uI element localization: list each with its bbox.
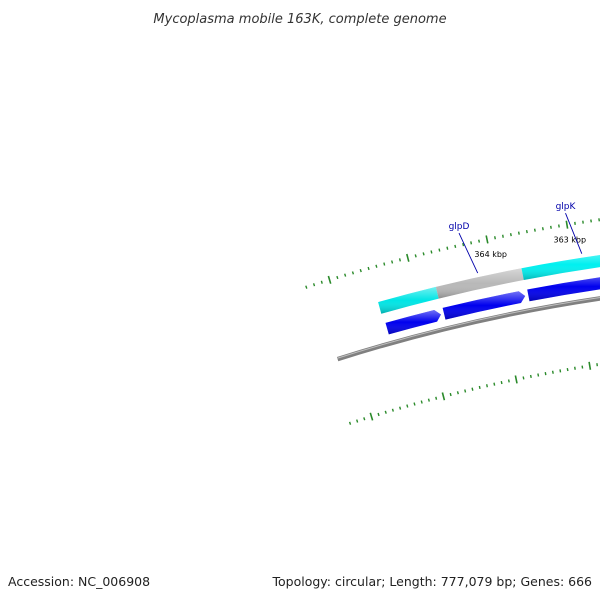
inner-major-tick [441,392,446,401]
label-layer: glpDglpKglpFglySdnaGpotErpoD [449,202,583,274]
inner-major-tick [514,375,518,384]
inner-major-tick [369,412,374,421]
gene-label-glpK: glpK [556,202,577,212]
inner-minor-tick [391,408,394,412]
outer-minor-tick [509,233,512,237]
outer-minor-tick [502,234,504,238]
outer-minor-tick [550,225,552,229]
outer-minor-tick [590,219,592,223]
inner-minor-tick [529,374,532,379]
outer-minor-tick [533,228,536,232]
outer-minor-tick [454,244,457,248]
inner-minor-tick [456,391,459,395]
genome-backbone-highlight [337,297,600,359]
inner-minor-tick [493,382,496,386]
outer-minor-tick [525,229,528,234]
outer-minor-tick [305,285,308,289]
outer-minor-tick [375,264,378,268]
tick-scale: 355 kbp356 kbp357 kbp358 kbp359 kbp360 k… [305,218,600,425]
outer-minor-tick [462,242,465,247]
inner-minor-tick [399,406,402,410]
gene-leader-line-glpD [458,232,479,274]
outer-minor-tick [438,248,441,252]
outer-minor-tick [344,273,347,277]
inner-minor-tick [435,396,438,400]
gene-label-glpD: glpD [449,222,470,232]
outer-major-tick [565,220,569,229]
inner-minor-tick [420,400,423,404]
outer-minor-tick [494,236,496,240]
outer-minor-tick [470,241,473,245]
inner-minor-tick [566,367,569,372]
inner-minor-tick [486,384,488,388]
accession-text: Accession: NC_006908 [8,574,150,589]
inner-minor-tick [537,373,540,377]
inner-minor-tick [522,376,525,380]
inner-minor-tick [574,366,576,370]
outer-minor-tick [312,283,316,287]
inner-minor-tick [581,365,584,369]
outer-minor-tick [446,246,449,250]
gene-feature-shading-glpD [435,268,524,299]
inner-minor-tick [471,387,474,391]
backbone-layer [336,296,600,362]
genome-summary-text: Topology: circular; Length: 777,079 bp; … [272,574,593,589]
cds-arrow-shading-unnamed-0 [385,310,441,335]
inner-major-tick [588,361,592,370]
genome-backbone [336,296,600,362]
cds-arrow-shading-glpD [442,291,526,320]
inner-minor-tick [348,421,352,425]
inner-minor-tick [544,371,547,376]
tick-label: 363 kbp [553,235,586,244]
outer-minor-tick [558,224,560,228]
inner-minor-tick [406,404,409,408]
inner-minor-tick [413,402,416,406]
inner-minor-tick [356,419,359,423]
outer-minor-tick [359,268,362,273]
outer-major-tick [485,235,489,244]
gene-leader-line-glpK [565,213,583,254]
outer-minor-tick [517,231,520,235]
outer-major-tick [327,275,332,284]
outer-minor-tick [398,258,401,262]
inner-minor-tick [559,369,562,373]
outer-minor-tick [391,260,394,264]
outer-minor-tick [351,271,355,275]
inner-minor-tick [500,380,503,385]
outer-minor-tick [430,250,433,254]
inner-minor-tick [551,370,554,374]
gene-layer [378,255,600,335]
outer-minor-tick [367,266,370,271]
gene-feature-shading-glpK [521,255,600,280]
inner-minor-tick [507,379,510,383]
outer-minor-tick [478,239,481,243]
outer-minor-tick [414,254,417,258]
outer-minor-tick [383,262,386,266]
inner-minor-tick [384,410,387,414]
outer-minor-tick [422,252,425,256]
inner-minor-tick [427,398,430,402]
tick-label: 364 kbp [474,250,507,259]
cds-arrow-shading-glpK [527,277,600,302]
map-title: Mycoplasma mobile 163K, complete genome [153,12,446,27]
outer-minor-tick [541,227,544,231]
outer-major-tick [406,253,410,262]
outer-minor-tick [336,275,339,280]
inner-minor-tick [478,385,481,390]
inner-minor-tick [464,389,467,393]
inner-minor-tick [449,392,452,397]
gene-feature-shading-unnamed-0 [378,286,439,314]
outer-minor-tick [320,280,323,284]
inner-minor-tick [377,412,380,417]
inner-minor-tick [363,417,366,421]
